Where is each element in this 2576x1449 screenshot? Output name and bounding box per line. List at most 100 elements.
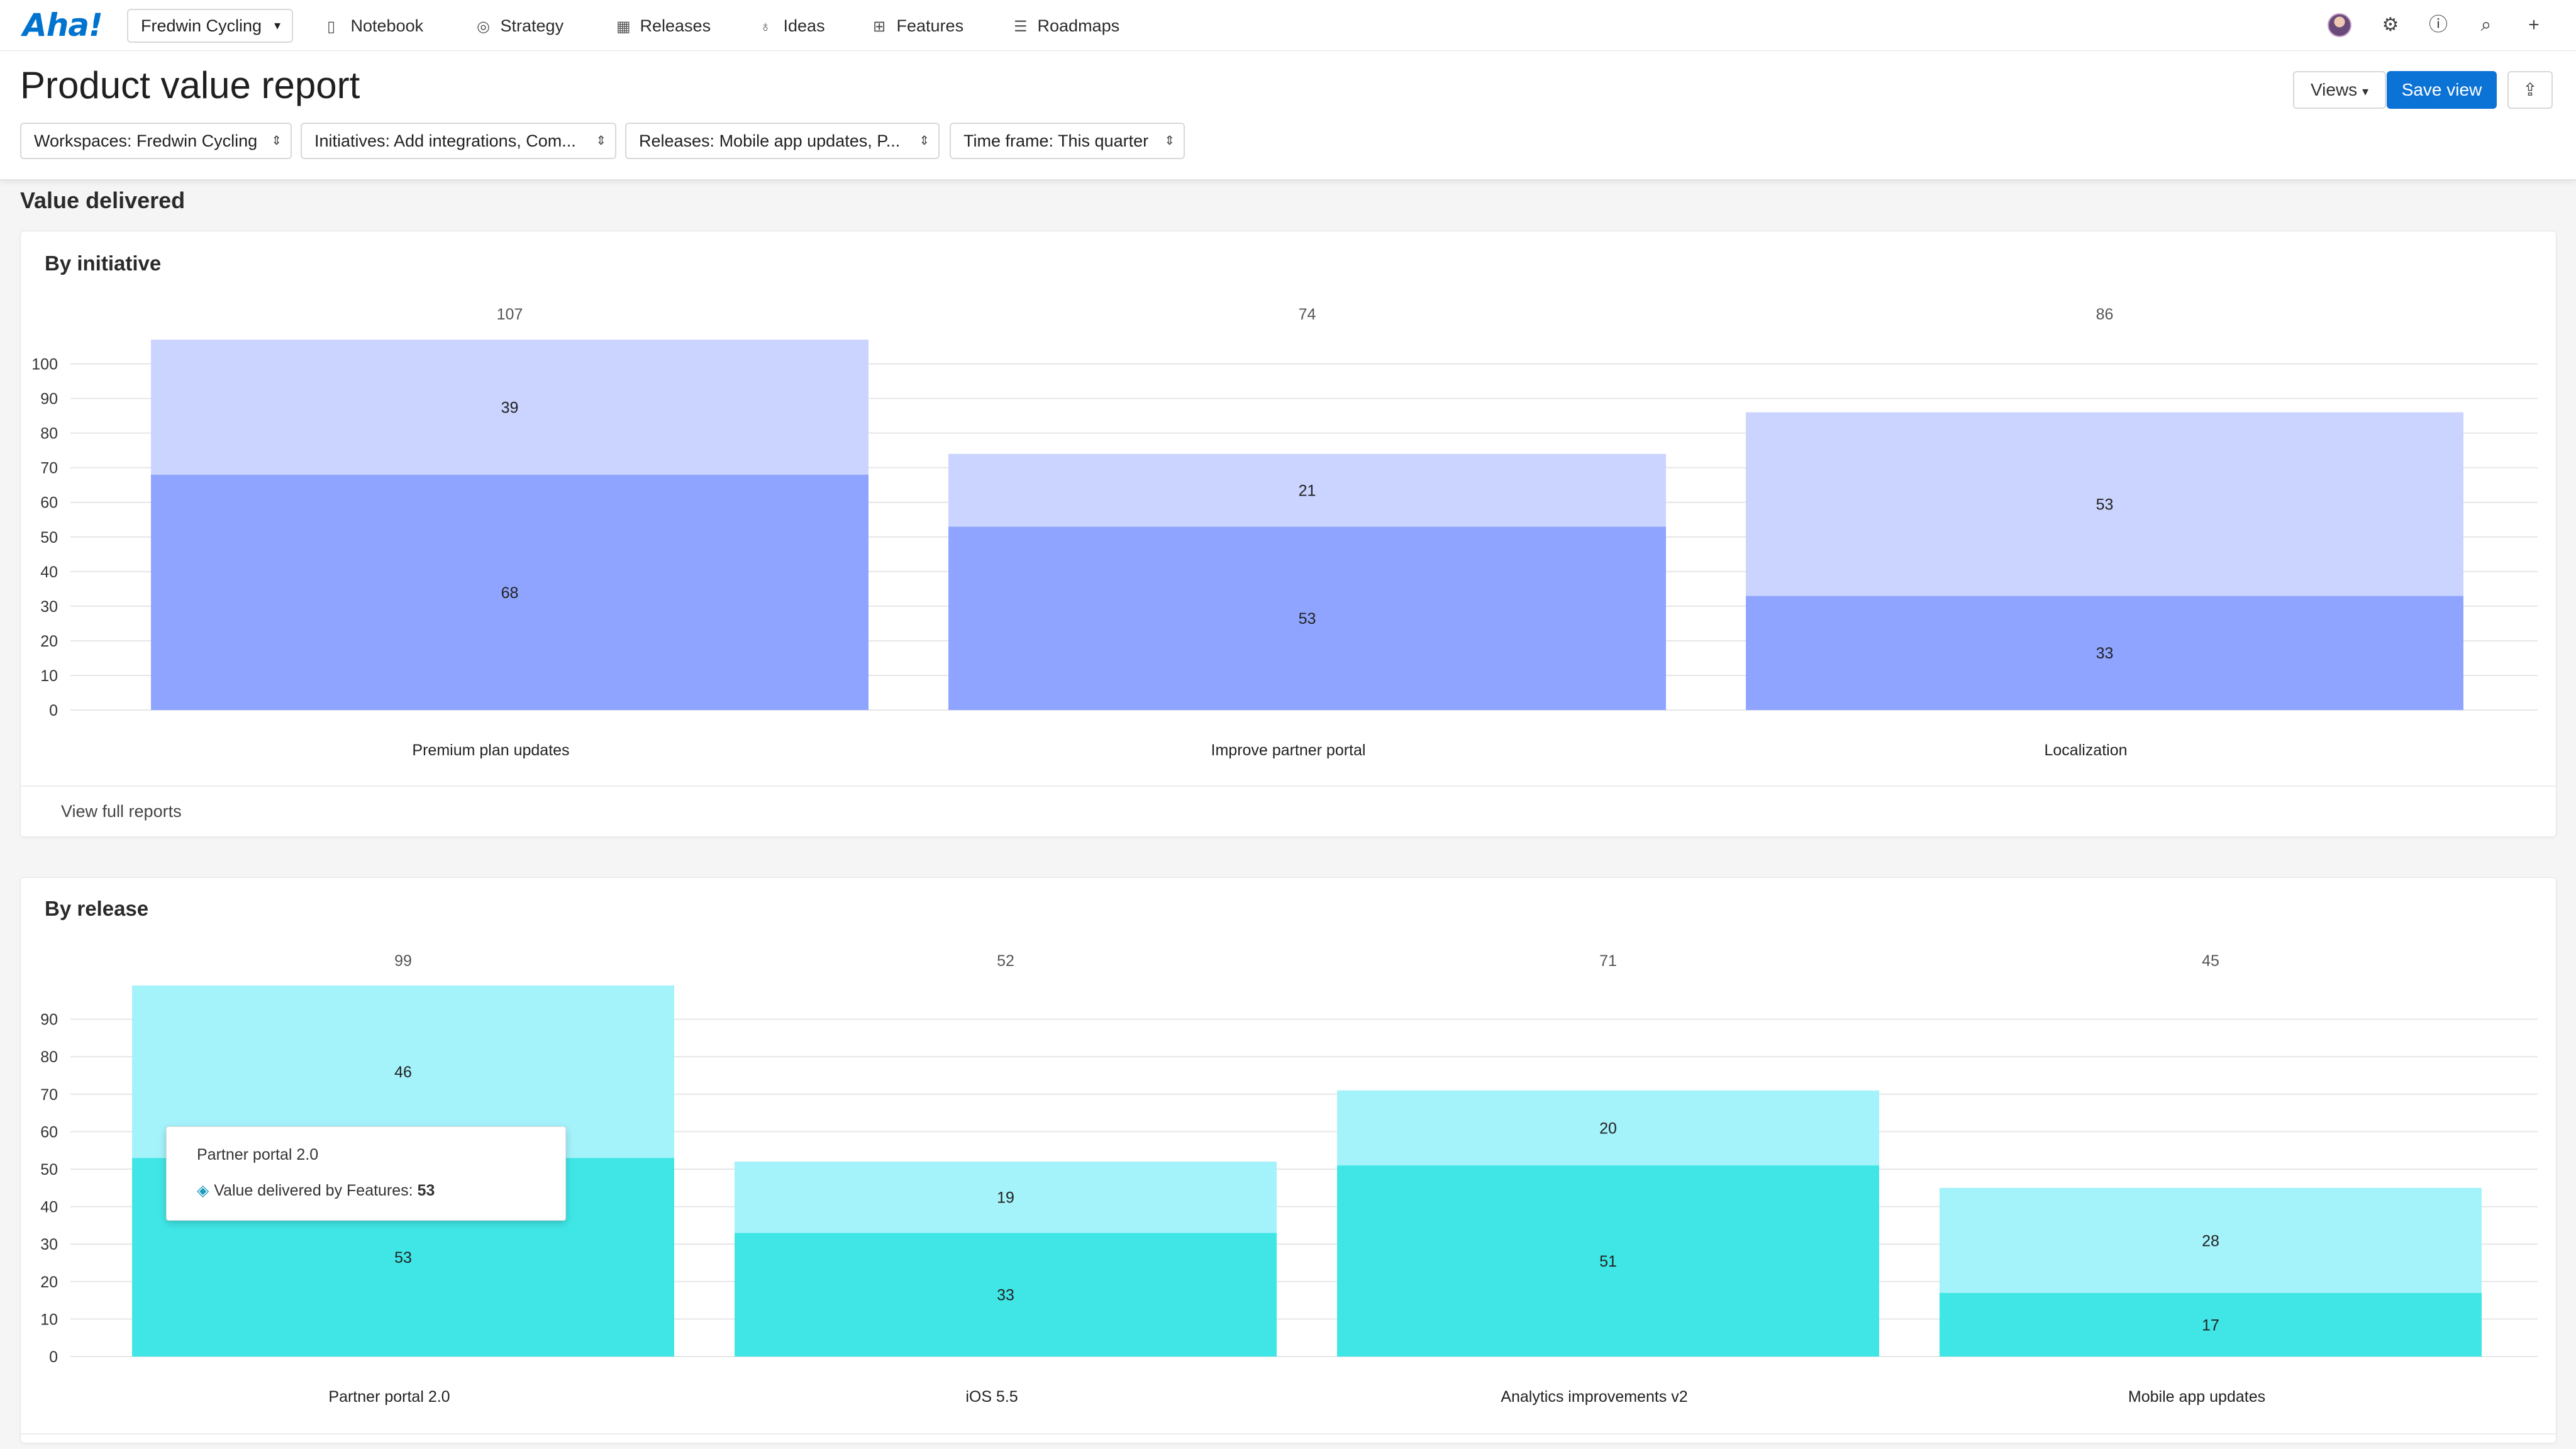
- card-title: By initiative: [45, 252, 162, 275]
- bar-segment-bottom: [151, 474, 869, 710]
- nav-label: Releases: [640, 16, 711, 35]
- y-tick-label: 100: [31, 356, 58, 374]
- target-icon: ◎: [477, 18, 490, 35]
- bar-segment-bottom: [948, 526, 1666, 710]
- help-icon[interactable]: ⓘ: [2429, 14, 2448, 35]
- workspace-selector[interactable]: Fredwin Cycling ▾: [127, 9, 293, 43]
- card-footer: [21, 1433, 2556, 1443]
- y-tick-label: 90: [40, 1011, 58, 1029]
- top-navigation: Aha! Fredwin Cycling ▾ ▯ Notebook ◎ Stra…: [0, 0, 2576, 51]
- roadmap-icon: ☰: [1014, 18, 1028, 35]
- bar-segment-top: [1337, 1090, 1879, 1166]
- y-tick-label: 20: [40, 1274, 58, 1291]
- nav-roadmaps[interactable]: ☰ Roadmaps: [1014, 9, 1119, 43]
- tooltip-label: Value delivered by Features:: [214, 1182, 418, 1199]
- filter-initiatives[interactable]: Initiatives: Add integrations, Com... ⇕: [301, 123, 616, 159]
- y-tick-label: 20: [40, 633, 58, 650]
- y-tick-label: 40: [40, 1199, 58, 1216]
- nav-ideas[interactable]: ♁ Ideas: [760, 9, 825, 43]
- bar-segment-top: [151, 340, 869, 475]
- data-label: 39: [501, 399, 519, 416]
- total-label: 86: [2096, 306, 2114, 323]
- y-tick-label: 80: [40, 1048, 58, 1066]
- y-tick-label: 90: [40, 391, 58, 408]
- nav-releases[interactable]: ▦ Releases: [616, 9, 711, 43]
- bar-segment-top: [948, 453, 1666, 527]
- filter-releases[interactable]: Releases: Mobile app updates, P... ⇕: [625, 123, 940, 159]
- data-label: 53: [394, 1249, 412, 1267]
- data-label: 19: [997, 1189, 1014, 1207]
- data-label: 51: [1599, 1253, 1617, 1270]
- filter-workspaces[interactable]: Workspaces: Fredwin Cycling ⇕: [20, 123, 292, 159]
- tooltip-title: Partner portal 2.0: [197, 1146, 319, 1163]
- filter-label: Workspaces: Fredwin Cycling: [34, 131, 258, 150]
- plus-icon[interactable]: +: [2528, 14, 2540, 35]
- y-tick-label: 80: [40, 425, 58, 443]
- y-tick-label: 10: [40, 1311, 58, 1328]
- gear-icon[interactable]: ⚙: [2382, 14, 2399, 35]
- data-label: 53: [1299, 610, 1316, 628]
- data-label: 33: [2096, 645, 2114, 662]
- nav-label: Strategy: [500, 16, 564, 35]
- share-icon: ⇪: [2523, 80, 2538, 99]
- nav-label: Features: [896, 16, 964, 35]
- bar-segment-bottom: [1337, 1165, 1879, 1357]
- y-tick-label: 60: [40, 1123, 58, 1141]
- nav-notebook[interactable]: ▯ Notebook: [327, 9, 423, 43]
- x-tick-label: Improve partner portal: [1211, 741, 1366, 759]
- y-tick-label: 0: [49, 702, 58, 719]
- nav-features[interactable]: ⊞ Features: [873, 9, 963, 43]
- bar-segment-bottom: [1940, 1292, 2482, 1357]
- sort-arrows-icon: ⇕: [596, 134, 606, 148]
- data-label: 33: [997, 1287, 1014, 1304]
- value-diamond-icon: ◈: [197, 1182, 209, 1199]
- views-button[interactable]: Views ▾: [2293, 71, 2386, 109]
- y-tick-label: 50: [40, 529, 58, 547]
- section-title: Value delivered: [20, 187, 186, 213]
- share-button[interactable]: ⇪: [2507, 71, 2553, 109]
- filter-label: Time frame: This quarter: [963, 131, 1149, 150]
- total-label: 71: [1599, 952, 1617, 970]
- y-tick-label: 50: [40, 1161, 58, 1179]
- bar-segment-top: [1940, 1187, 2482, 1293]
- lightbulb-icon: ♁: [760, 18, 771, 35]
- views-label: Views: [2310, 80, 2358, 99]
- sort-arrows-icon: ⇕: [271, 134, 282, 148]
- save-view-button[interactable]: Save view: [2387, 71, 2497, 109]
- filter-time-frame[interactable]: Time frame: This quarter ⇕: [950, 123, 1185, 159]
- nav-label: Ideas: [783, 16, 825, 35]
- grid-icon: ⊞: [873, 18, 886, 35]
- y-tick-label: 40: [40, 564, 58, 581]
- calendar-icon: ▦: [616, 18, 631, 35]
- y-tick-label: 70: [40, 1086, 58, 1104]
- view-full-reports-link[interactable]: View full reports: [61, 802, 182, 821]
- y-tick-label: 10: [40, 667, 58, 685]
- y-tick-label: 30: [40, 598, 58, 616]
- x-tick-label: Mobile app updates: [2128, 1388, 2265, 1406]
- data-label: 46: [394, 1063, 412, 1081]
- total-label: 74: [1299, 306, 1316, 323]
- data-label: 17: [2202, 1316, 2219, 1334]
- aha-logo[interactable]: Aha!: [23, 7, 103, 43]
- tooltip-line: ◈ Value delivered by Features: 53: [197, 1181, 435, 1200]
- data-label: 68: [501, 584, 519, 602]
- chart-tooltip: Partner portal 2.0 ◈ Value delivered by F…: [166, 1126, 566, 1221]
- nav-strategy[interactable]: ◎ Strategy: [477, 9, 564, 43]
- x-tick-label: iOS 5.5: [965, 1388, 1018, 1406]
- y-tick-label: 0: [49, 1348, 58, 1366]
- data-label: 53: [2096, 496, 2114, 513]
- nav-label: Notebook: [350, 16, 424, 35]
- filter-label: Releases: Mobile app updates, P...: [639, 131, 901, 150]
- y-tick-label: 70: [40, 460, 58, 477]
- total-label: 107: [497, 306, 523, 323]
- search-icon[interactable]: ⌕: [2480, 14, 2492, 35]
- bar-segment-top: [1746, 412, 2463, 596]
- page-title: Product value report: [20, 64, 360, 106]
- y-tick-label: 30: [40, 1236, 58, 1253]
- card-footer: View full reports: [21, 786, 2556, 837]
- user-avatar[interactable]: [2328, 13, 2351, 37]
- y-tick-label: 60: [40, 494, 58, 512]
- x-tick-label: Analytics improvements v2: [1501, 1388, 1687, 1406]
